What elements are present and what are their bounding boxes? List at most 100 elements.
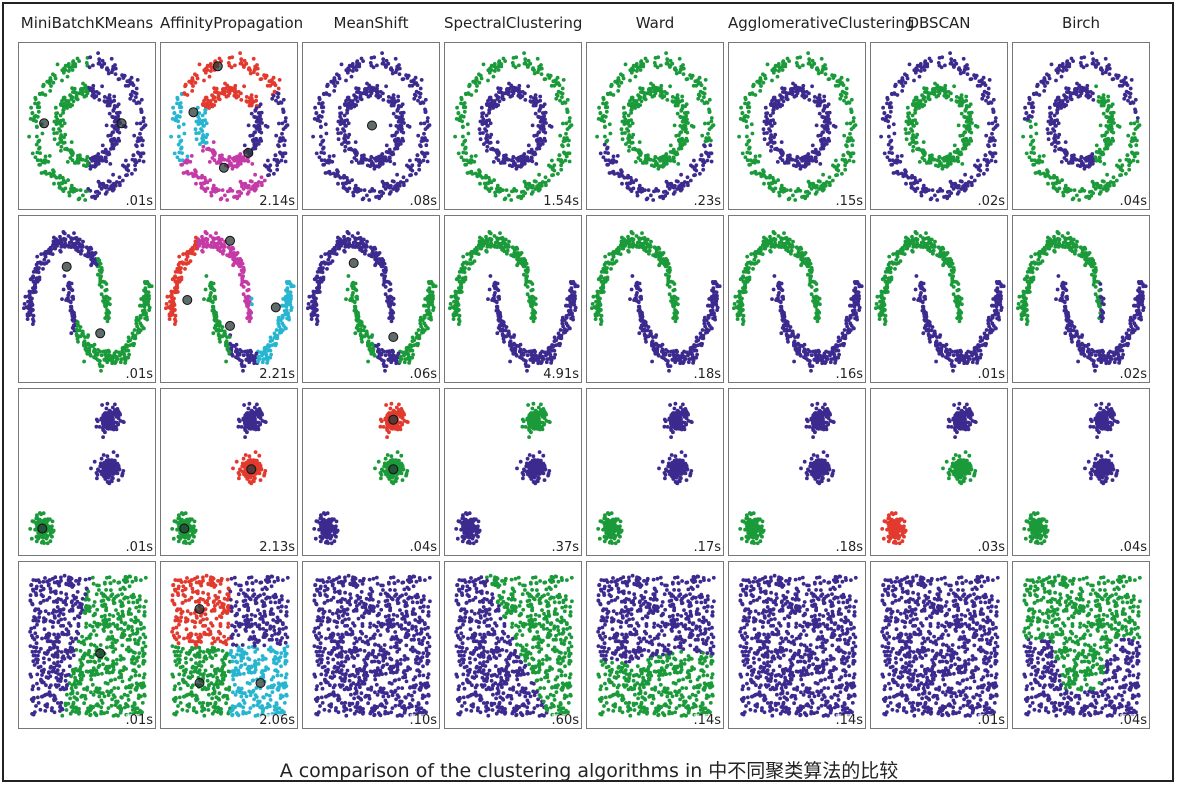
data-point [327,93,332,97]
data-point [538,126,543,130]
data-point [680,136,685,141]
data-point [806,51,810,55]
data-point [846,100,851,105]
data-point [1107,115,1111,120]
data-point [341,127,345,131]
data-point [849,97,854,102]
data-point [976,158,980,163]
data-point [627,138,632,143]
data-point [464,162,468,167]
data-point [530,149,534,153]
data-point [844,143,848,147]
data-point [479,76,484,81]
data-point [791,163,796,168]
data-point [57,127,61,131]
data-point [515,156,519,161]
data-point [968,111,973,115]
data-point [986,160,991,165]
data-point [424,143,429,148]
data-point [968,119,973,124]
data-point [410,163,415,168]
data-point [116,114,120,118]
data-point [945,162,950,167]
data-point [85,155,90,160]
data-point [78,153,82,158]
data-point [629,141,634,145]
data-point [99,274,103,279]
data-point [31,308,35,312]
data-point [1132,154,1137,159]
data-point [195,76,200,81]
data-point [395,172,399,177]
data-point [399,127,404,132]
data-point [819,56,824,61]
data-point [201,138,206,143]
data-point [901,84,905,88]
data-point [920,148,925,152]
data-point [948,179,953,184]
data-point [742,117,746,121]
data-point [737,134,741,139]
data-point [1091,91,1095,96]
data-point [378,157,382,162]
data-point [764,111,768,116]
data-point [696,96,701,101]
data-point [485,133,489,137]
data-point [600,117,604,121]
data-point [239,91,243,96]
data-point [489,132,494,137]
data-point [557,153,562,158]
data-point [487,108,492,112]
data-point [690,73,695,78]
data-point [812,183,816,188]
data-point [623,62,628,67]
data-point [179,105,184,110]
panel-noisy_circles-birch: .04s [1012,42,1150,210]
data-point [84,88,89,93]
data-point [681,72,686,76]
data-point [1089,154,1094,159]
data-point [37,138,42,143]
data-point [103,158,108,163]
data-point [368,93,373,98]
data-point [839,75,844,80]
data-point [400,119,405,124]
data-point [911,148,915,153]
data-point [98,261,103,266]
data-point [35,125,39,129]
data-point [390,71,395,76]
data-point [546,178,551,183]
data-point [487,141,492,145]
scatter-plot [169,51,290,202]
data-point [1059,99,1064,104]
data-point [492,63,497,68]
data-point [194,119,199,124]
data-point [619,80,624,85]
data-point [94,262,99,267]
data-point [521,154,526,159]
data-point [49,84,53,88]
data-point [182,91,187,96]
data-point [985,163,989,168]
data-point [1110,114,1114,118]
data-point [558,98,562,103]
data-point [906,114,910,119]
data-point [1124,157,1129,162]
data-point [245,158,250,163]
data-point [707,97,712,102]
data-point [105,319,110,324]
data-point [142,326,146,331]
data-point [414,171,418,176]
data-point [70,68,75,72]
data-point [1097,155,1102,160]
data-point [758,78,763,83]
data-point [559,167,564,172]
data-point [694,163,699,168]
data-point [520,157,524,162]
data-point [847,158,852,163]
data-point [475,174,480,179]
data-point [1092,184,1096,189]
data-point [82,343,86,348]
data-point [491,106,495,110]
data-point [140,143,145,148]
